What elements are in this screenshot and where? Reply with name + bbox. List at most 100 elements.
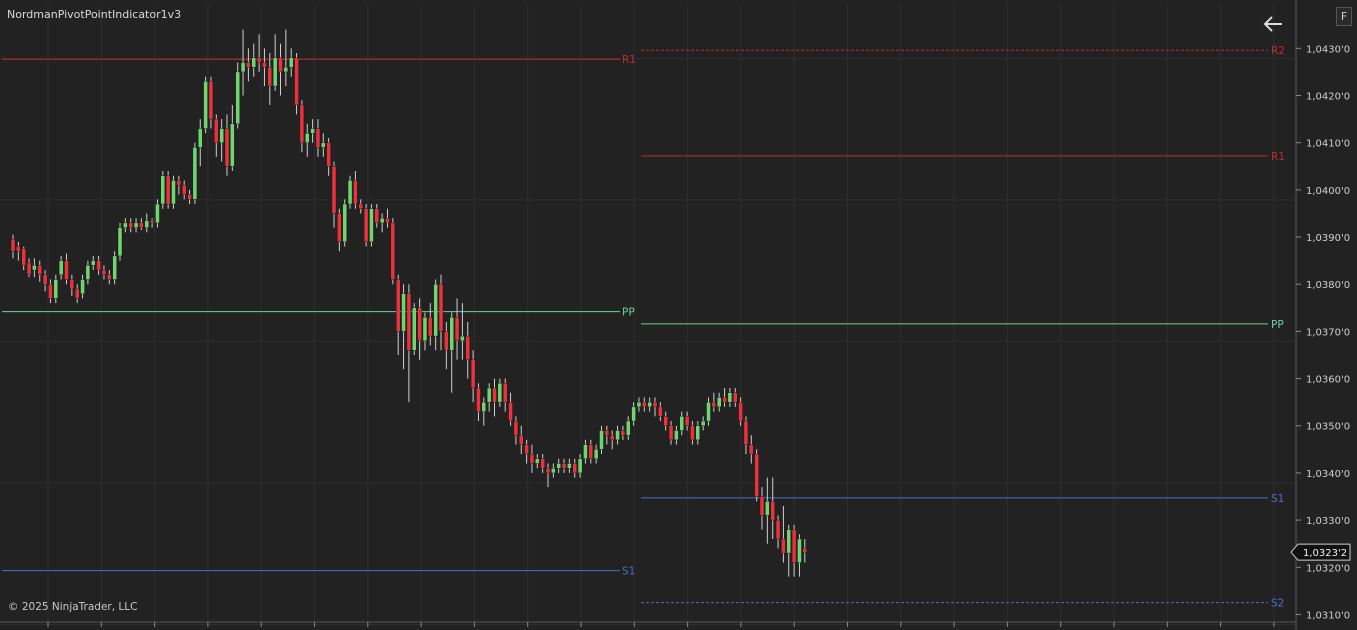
candle-body bbox=[529, 453, 535, 464]
candle-body bbox=[101, 269, 107, 275]
candle-body bbox=[743, 420, 749, 445]
candle-body bbox=[283, 67, 289, 73]
candle-body bbox=[331, 166, 337, 214]
candle-body bbox=[711, 401, 717, 408]
candle-body bbox=[513, 420, 519, 436]
candle-body bbox=[647, 401, 652, 408]
candle-body bbox=[551, 468, 556, 474]
candle-body bbox=[203, 81, 208, 129]
candle-body bbox=[561, 463, 567, 469]
candle-body bbox=[192, 147, 198, 200]
candle-body bbox=[240, 62, 246, 73]
candle-body bbox=[615, 430, 620, 441]
candle-body bbox=[717, 397, 722, 408]
candle-body bbox=[10, 239, 16, 252]
candle-body bbox=[74, 288, 80, 299]
candle-body bbox=[470, 359, 476, 389]
candle-body bbox=[326, 142, 331, 167]
price-axis-label: 1,0410'0 bbox=[1306, 139, 1350, 150]
price-axis-label: 1,0380'0 bbox=[1306, 280, 1350, 291]
candle-body bbox=[700, 420, 706, 426]
candle-body bbox=[337, 213, 342, 242]
candle-body bbox=[406, 293, 412, 351]
candle-body bbox=[224, 128, 230, 167]
candle-body bbox=[262, 62, 267, 68]
price-axis-label: 1,0430'0 bbox=[1306, 44, 1350, 55]
candle-body bbox=[342, 203, 347, 242]
price-axis-label: 1,0390'0 bbox=[1306, 233, 1350, 244]
candle-body bbox=[390, 222, 396, 280]
f-button[interactable]: F bbox=[1336, 7, 1352, 26]
candle-body bbox=[53, 279, 58, 299]
candle-body bbox=[374, 208, 379, 224]
candle-body bbox=[155, 203, 160, 224]
candle-body bbox=[636, 401, 642, 408]
candle-body bbox=[465, 335, 470, 360]
price-axis-label: 1,0400'0 bbox=[1306, 186, 1350, 197]
candle-body bbox=[417, 307, 422, 342]
candle-body bbox=[91, 260, 96, 266]
arrow-left-icon[interactable] bbox=[1262, 13, 1284, 35]
pivot-label-pp: PP bbox=[622, 307, 635, 319]
candle-body bbox=[556, 463, 561, 469]
candle-body bbox=[545, 468, 551, 474]
candle-body bbox=[315, 128, 321, 148]
candle-body bbox=[80, 279, 85, 294]
candle-body bbox=[144, 220, 149, 228]
candle-body bbox=[363, 208, 369, 242]
candle-body bbox=[256, 57, 262, 63]
candle-body bbox=[176, 180, 182, 186]
candle-body bbox=[749, 444, 754, 455]
candle-body bbox=[187, 194, 192, 200]
candle-body bbox=[278, 57, 283, 73]
candle-body bbox=[797, 538, 802, 563]
price-axis-label: 1,0320'0 bbox=[1306, 563, 1350, 574]
candle-body bbox=[251, 57, 256, 68]
candle-body bbox=[722, 397, 727, 403]
price-axis-label: 1,0370'0 bbox=[1306, 327, 1350, 338]
candle-body bbox=[181, 184, 187, 195]
candle-body bbox=[428, 317, 433, 337]
current-price-marker bbox=[1290, 543, 1351, 561]
candle-body bbox=[42, 274, 48, 285]
candle-body bbox=[652, 401, 658, 408]
pivot-label-pp: PP bbox=[1271, 319, 1284, 331]
candle-body bbox=[481, 401, 486, 412]
candle-body bbox=[321, 142, 326, 148]
candle-body bbox=[117, 227, 123, 257]
candle-body bbox=[171, 180, 176, 205]
candle-body bbox=[438, 284, 444, 332]
candle-body bbox=[208, 81, 214, 120]
pivot-label-r1: R1 bbox=[1271, 151, 1285, 163]
price-axis-label: 1,0350'0 bbox=[1306, 422, 1350, 433]
candle-body bbox=[219, 128, 224, 143]
candle-body bbox=[535, 458, 540, 464]
price-axis-label: 1,0310'0 bbox=[1306, 610, 1350, 621]
candle-body bbox=[524, 444, 529, 455]
candle-body bbox=[133, 222, 139, 228]
candle-body bbox=[449, 317, 454, 351]
price-axis-label: 1,0420'0 bbox=[1306, 92, 1350, 103]
candle-body bbox=[267, 67, 272, 87]
candle-body bbox=[706, 401, 711, 422]
candle-body bbox=[786, 529, 791, 554]
candle-body bbox=[540, 458, 545, 469]
candle-body bbox=[305, 133, 310, 143]
indicator-title: NordmanPivotPointIndicator1v3 bbox=[7, 8, 182, 21]
candle-body bbox=[695, 425, 700, 441]
candle-body bbox=[149, 220, 155, 224]
candle-body bbox=[58, 260, 64, 275]
pivot-label-s1: S1 bbox=[1271, 493, 1284, 505]
candle-body bbox=[379, 217, 385, 224]
candle-body bbox=[663, 416, 668, 426]
candle-body bbox=[160, 175, 166, 205]
candle-body bbox=[16, 246, 21, 252]
candle-body bbox=[198, 128, 203, 148]
price-axis-label: 1,0340'0 bbox=[1306, 469, 1350, 480]
candle-body bbox=[508, 401, 513, 422]
candle-body bbox=[460, 335, 465, 342]
candle-body bbox=[401, 293, 406, 332]
candle-body bbox=[759, 496, 765, 516]
